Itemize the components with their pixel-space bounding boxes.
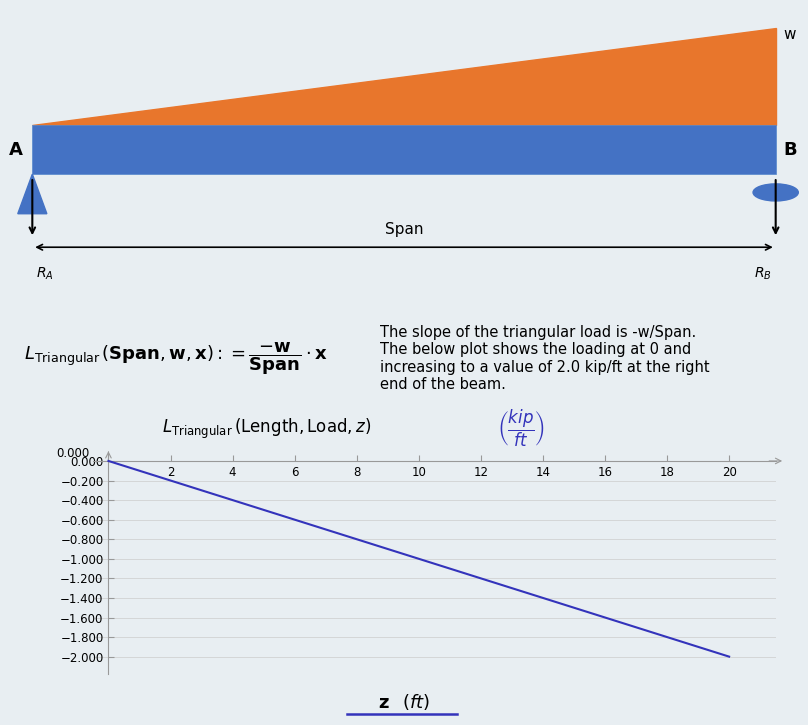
Text: $L_{\rm Triangular}$$\,({\rm Length},{\rm Load},z)\,$: $L_{\rm Triangular}$$\,({\rm Length},{\r… (162, 416, 371, 441)
Text: The slope of the triangular load is -w/Span.
The below plot shows the loading at: The slope of the triangular load is -w/S… (380, 325, 709, 392)
Bar (32, 125, 776, 174)
Text: $\left(\dfrac{kip}{ft}\right)$: $\left(\dfrac{kip}{ft}\right)$ (497, 408, 545, 449)
Text: 0.000: 0.000 (57, 447, 90, 460)
Text: w: w (784, 27, 796, 41)
Text: $R_A$: $R_A$ (36, 265, 54, 282)
Text: $(ft)$: $(ft)$ (402, 692, 430, 712)
Polygon shape (18, 174, 47, 214)
Polygon shape (32, 28, 776, 125)
Text: B: B (784, 141, 797, 159)
Text: Span: Span (385, 223, 423, 238)
Text: $\mathbf{z}$: $\mathbf{z}$ (378, 694, 389, 712)
Text: $R_B$: $R_B$ (754, 265, 772, 282)
Text: $L_{\rm Triangular}\,(\mathbf{Span},\mathbf{w},\mathbf{x}):=\dfrac{-\mathbf{w}}{: $L_{\rm Triangular}\,(\mathbf{Span},\mat… (24, 340, 328, 377)
Text: A: A (9, 141, 23, 159)
Circle shape (753, 184, 798, 201)
